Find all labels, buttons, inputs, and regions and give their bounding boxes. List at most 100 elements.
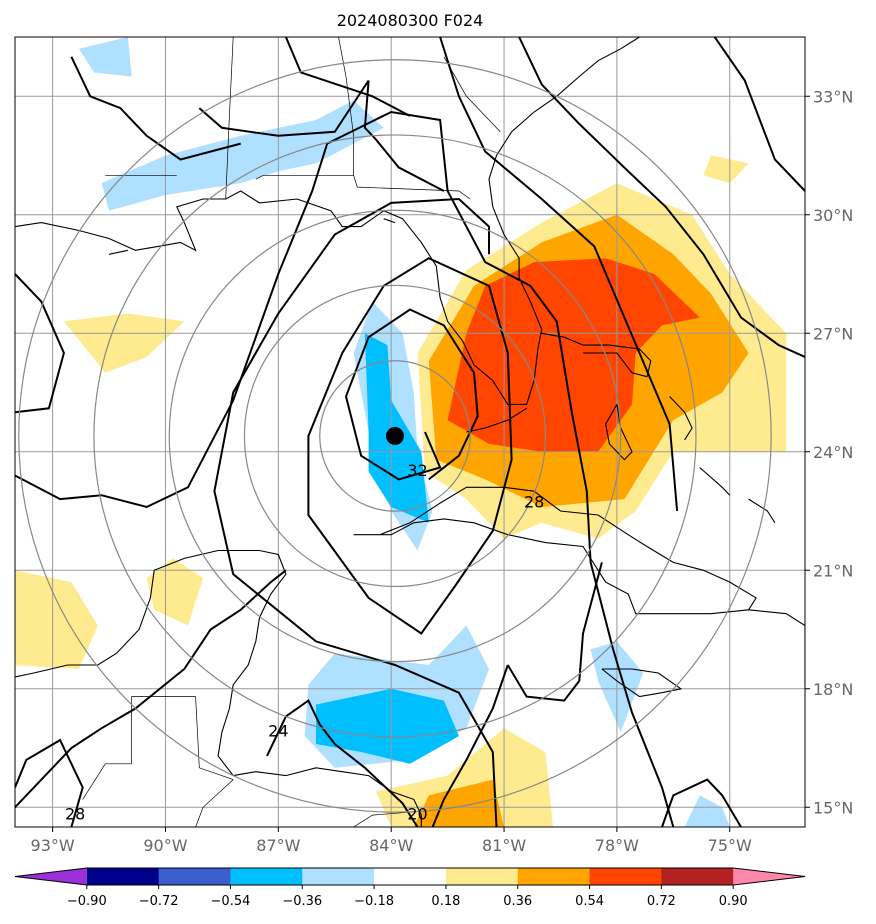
x-tick-label: 78°W — [595, 836, 639, 855]
y-tick-label: 21°N — [813, 561, 853, 580]
contour-line — [15, 738, 84, 827]
political-border — [195, 696, 234, 780]
contour-label: 20 — [407, 805, 427, 824]
colorbar-swatch — [15, 868, 87, 885]
coastline — [699, 467, 731, 496]
shaded-region — [79, 37, 132, 77]
contour-label: 32 — [407, 461, 427, 480]
shaded-region — [684, 795, 730, 827]
y-tick-label: 30°N — [813, 206, 853, 225]
shaded-region — [63, 313, 185, 373]
coastline — [466, 407, 527, 433]
contour-label: 28 — [524, 493, 544, 512]
range-ring — [168, 209, 622, 663]
x-tick-label: 84°W — [369, 836, 413, 855]
coastline — [353, 486, 757, 615]
coastline — [383, 218, 396, 224]
x-tick-label: 81°W — [482, 836, 526, 855]
contour-line — [363, 80, 445, 192]
map-area: 32 28 24 20 28 — [15, 37, 854, 827]
coastline — [669, 396, 693, 441]
colorbar-tick-label: 0.36 — [503, 894, 532, 909]
x-tick-label: 93°W — [31, 836, 75, 855]
contour-label: 24 — [268, 722, 288, 741]
contour-line — [661, 778, 742, 827]
range-ring — [243, 284, 547, 588]
y-tick-label: 27°N — [813, 324, 853, 343]
contour-line — [713, 37, 805, 192]
colorbar-swatch — [230, 868, 303, 885]
colorbar-tick-label: −0.36 — [282, 894, 322, 909]
contour-line — [70, 56, 241, 161]
political-border — [82, 696, 196, 800]
colorbar-swatch — [445, 868, 519, 885]
colorbar-swatch — [589, 868, 662, 885]
y-tick-label: 24°N — [813, 443, 853, 462]
chart-title: 2024080300 F024 — [337, 11, 484, 30]
colorbar-tick-label: −0.18 — [354, 894, 394, 909]
contour-line — [213, 197, 498, 827]
colorbar-tick-label: −0.72 — [139, 894, 179, 909]
y-tick-label: 33°N — [813, 87, 853, 106]
colorbar-swatch — [302, 868, 375, 885]
y-tick-label: 18°N — [813, 680, 853, 699]
shaded-field — [15, 37, 787, 827]
colorbar-swatch — [517, 868, 591, 885]
colorbar-tick-label: −0.54 — [211, 894, 251, 909]
y-axis-ticks: 15°N 18°N 21°N 24°N 27°N 30°N 33°N — [805, 87, 853, 817]
gridlines — [15, 37, 805, 827]
x-axis-ticks: 93°W 90°W 87°W 84°W 81°W 78°W 75°W — [31, 827, 752, 855]
shaded-region — [447, 258, 700, 452]
colorbar-swatch — [86, 868, 160, 885]
political-border — [843, 637, 854, 677]
coastline — [108, 249, 129, 255]
colorbar-swatch — [661, 868, 734, 885]
coastline — [15, 549, 422, 827]
contour-line — [15, 273, 65, 414]
contour-line — [15, 569, 287, 808]
colorbar-tick-label: 0.18 — [431, 894, 460, 909]
shaded-region — [316, 688, 459, 764]
political-border — [353, 175, 471, 200]
colorbar-swatch — [733, 868, 805, 885]
range-ring — [319, 360, 471, 512]
storm-center-marker — [385, 426, 404, 445]
shaded-region — [15, 570, 98, 669]
contour-line — [431, 664, 509, 827]
political-border — [195, 779, 234, 827]
colorbar-tick-label: 0.72 — [647, 894, 676, 909]
contour-line — [266, 699, 419, 827]
colorbar-swatch — [374, 868, 447, 885]
coastline — [541, 332, 652, 378]
contour-line — [15, 110, 675, 827]
shaded-region — [413, 779, 504, 827]
range-rings — [18, 59, 772, 813]
contour-line — [506, 562, 603, 702]
range-ring — [93, 134, 697, 738]
political-border — [255, 37, 354, 180]
contour-labels: 32 28 24 20 28 — [65, 461, 544, 824]
coastline — [748, 609, 805, 685]
shaded-region — [101, 100, 384, 211]
shaded-region — [146, 558, 204, 626]
colorbar-tick-label: 0.90 — [719, 894, 748, 909]
shaded-region — [376, 728, 553, 827]
x-tick-label: 87°W — [256, 836, 300, 855]
colorbar-tick-label: −0.90 — [67, 894, 107, 909]
x-tick-label: 90°W — [143, 836, 187, 855]
contour-line — [198, 79, 370, 137]
coastline — [15, 37, 640, 405]
colorbar-tick-label: 0.54 — [575, 894, 604, 909]
political-border — [225, 37, 234, 200]
colorbar-swatch — [158, 868, 231, 885]
colorbar: −0.90 −0.72 −0.54 −0.36 −0.18 0.18 0.36 0.54 0.7… — [14, 867, 806, 909]
contour-label: 28 — [65, 805, 85, 824]
y-tick-label: 15°N — [813, 798, 853, 817]
map-frame — [14, 36, 806, 828]
x-tick-label: 75°W — [708, 836, 752, 855]
contour-line — [439, 37, 679, 512]
shaded-region — [703, 155, 749, 184]
contour-line — [344, 308, 479, 481]
coastline — [748, 498, 776, 524]
